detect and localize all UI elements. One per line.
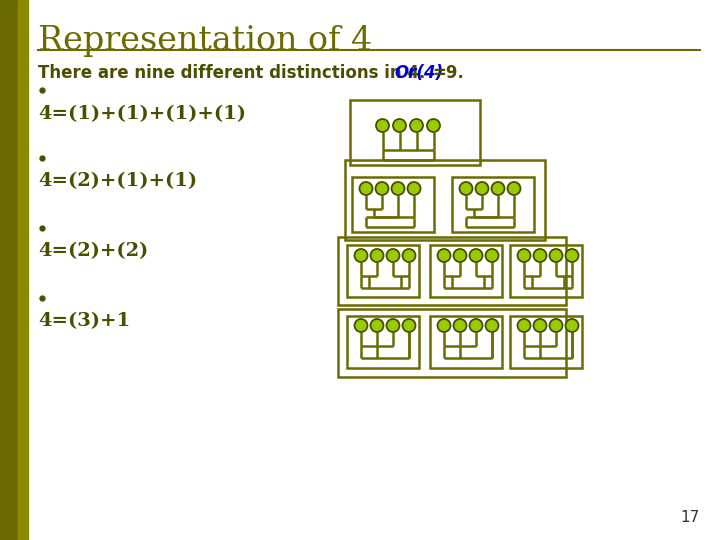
Circle shape (359, 182, 372, 195)
Text: =9.: =9. (432, 64, 464, 82)
Text: There are nine different distinctions in 4.: There are nine different distinctions in… (38, 64, 431, 82)
Circle shape (518, 249, 531, 262)
Bar (18, 0, 28, 540)
Circle shape (485, 319, 498, 332)
Bar (510, 245, 582, 297)
Bar (338, 309, 566, 377)
Circle shape (376, 119, 389, 132)
Circle shape (387, 249, 400, 262)
Bar (510, 316, 582, 368)
Circle shape (508, 182, 521, 195)
Circle shape (475, 182, 488, 195)
Bar (430, 316, 502, 368)
Circle shape (410, 119, 423, 132)
Text: 4=(1)+(1)+(1)+(1): 4=(1)+(1)+(1)+(1) (38, 105, 246, 123)
Circle shape (534, 249, 546, 262)
Circle shape (518, 319, 531, 332)
Circle shape (392, 182, 405, 195)
Circle shape (354, 319, 367, 332)
Circle shape (469, 319, 482, 332)
Bar (347, 245, 419, 297)
Circle shape (354, 249, 367, 262)
Bar (350, 100, 480, 165)
Circle shape (549, 319, 562, 332)
Circle shape (549, 249, 562, 262)
Circle shape (485, 249, 498, 262)
Circle shape (438, 249, 451, 262)
Text: 4=(2)+(2): 4=(2)+(2) (38, 242, 148, 260)
Bar (338, 237, 566, 305)
Circle shape (387, 319, 400, 332)
Text: 4=(3)+1: 4=(3)+1 (38, 312, 130, 330)
Bar (452, 177, 534, 232)
Circle shape (371, 249, 384, 262)
Circle shape (438, 319, 451, 332)
Circle shape (454, 249, 467, 262)
Circle shape (565, 249, 578, 262)
Circle shape (408, 182, 420, 195)
Bar (352, 177, 434, 232)
Circle shape (376, 182, 389, 195)
Circle shape (565, 319, 578, 332)
Circle shape (459, 182, 472, 195)
Bar (0, 0, 18, 540)
Circle shape (371, 319, 384, 332)
Circle shape (393, 119, 406, 132)
Bar (345, 160, 545, 240)
Circle shape (469, 249, 482, 262)
Bar (430, 245, 502, 297)
Bar (347, 316, 419, 368)
Text: 17: 17 (680, 510, 700, 525)
Circle shape (534, 319, 546, 332)
Text: 4=(2)+(1)+(1): 4=(2)+(1)+(1) (38, 172, 197, 190)
Circle shape (402, 249, 415, 262)
Text: Representation of 4: Representation of 4 (38, 25, 372, 57)
Circle shape (427, 119, 440, 132)
Circle shape (492, 182, 505, 195)
Text: Or(4): Or(4) (394, 64, 444, 82)
Circle shape (402, 319, 415, 332)
Circle shape (454, 319, 467, 332)
